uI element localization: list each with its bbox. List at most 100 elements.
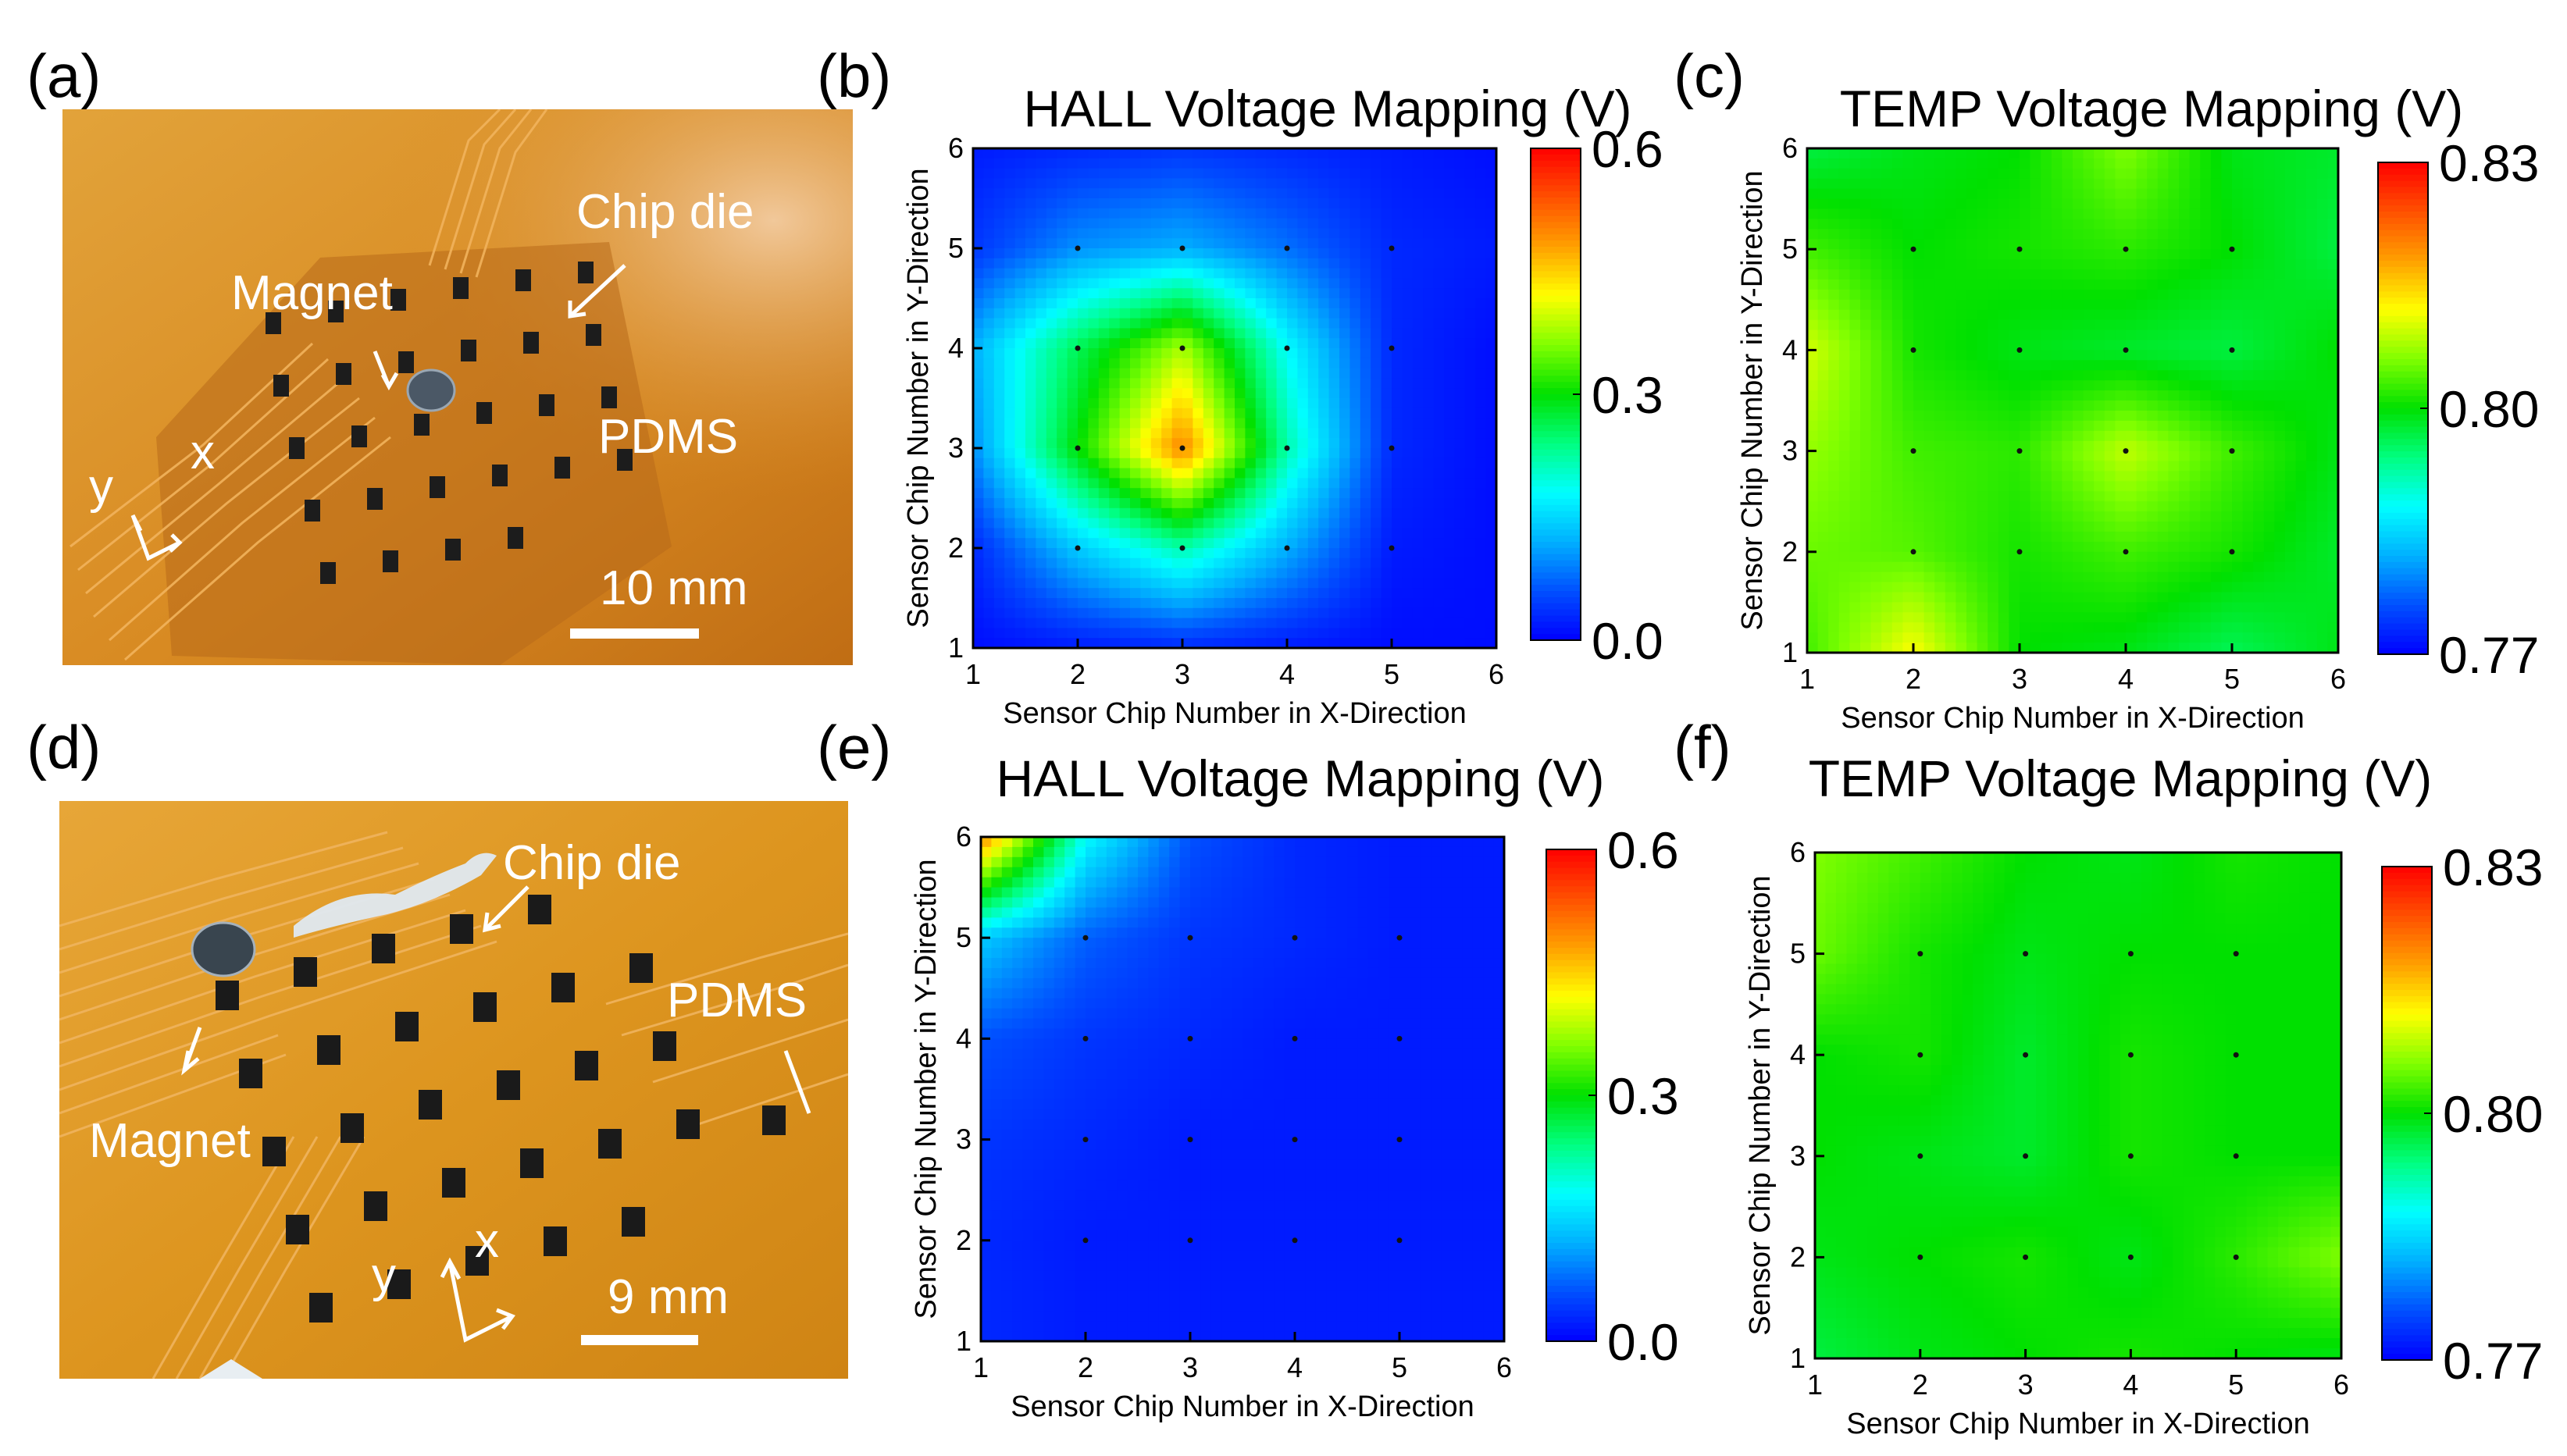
heatmap-cell xyxy=(1807,148,1819,159)
heatmap-cell xyxy=(1838,299,1850,311)
heatmap-cell xyxy=(2295,360,2307,371)
colorbar-segment xyxy=(1531,228,1581,235)
heatmap-cell xyxy=(1224,438,1235,449)
heatmap-cell xyxy=(1902,309,1914,321)
heatmap-cell xyxy=(1849,571,1861,583)
heatmap-cell xyxy=(2062,571,2073,583)
heatmap-cell xyxy=(1098,498,1110,509)
heatmap-cell xyxy=(2115,420,2127,432)
heatmap-cell xyxy=(1182,598,1193,609)
heatmap-cell xyxy=(1998,551,2009,563)
heatmap-cell xyxy=(1412,328,1424,339)
heatmap-cell xyxy=(1182,238,1193,249)
heatmap-cell xyxy=(2263,299,2275,311)
heatmap-cell xyxy=(1956,370,1967,381)
heatmap-cell xyxy=(2189,602,2201,613)
heatmap-cell xyxy=(1266,298,1278,309)
heatmap-cell xyxy=(1423,308,1435,319)
heatmap-cell xyxy=(1392,578,1403,589)
heatmap-cell xyxy=(2083,471,2095,482)
heatmap-cell xyxy=(1161,408,1173,419)
heatmap-cell xyxy=(1067,548,1078,559)
heatmap-cell xyxy=(1433,338,1445,349)
heatmap-cell xyxy=(1193,248,1204,259)
heatmap-cell xyxy=(1454,338,1466,349)
heatmap-cell xyxy=(2073,430,2084,442)
heatmap-cell xyxy=(1025,528,1036,539)
colorbar-segment xyxy=(1531,345,1581,352)
heatmap-cell xyxy=(1402,457,1414,469)
heatmap-cell xyxy=(2041,178,2052,190)
heatmap-cell xyxy=(2126,188,2137,200)
heatmap-cell xyxy=(2115,440,2127,452)
heatmap-cell xyxy=(973,208,984,219)
heatmap-cell xyxy=(1171,398,1183,409)
heatmap-cell xyxy=(2232,309,2244,321)
heatmap-cell xyxy=(2157,229,2169,240)
heatmap-cell xyxy=(2083,259,2095,270)
heatmap-cell xyxy=(2062,541,2073,553)
heatmap-cell xyxy=(1287,328,1298,339)
heatmap-cell xyxy=(1036,588,1047,599)
heatmap-cell xyxy=(2094,208,2105,220)
heatmap-cell xyxy=(1287,518,1298,529)
heatmap-cell xyxy=(1161,618,1173,628)
heatmap-cell xyxy=(2242,511,2254,522)
heatmap-cell xyxy=(1328,607,1340,619)
heatmap-cell xyxy=(1392,528,1403,539)
heatmap-cell xyxy=(1998,612,2009,623)
heatmap-cell xyxy=(1109,468,1121,479)
heatmap-cell xyxy=(1088,228,1100,239)
heatmap-cell xyxy=(1119,278,1131,289)
heatmap-cell xyxy=(1109,528,1121,539)
heatmap-cell xyxy=(1328,578,1340,589)
heatmap-cell xyxy=(2094,269,2105,280)
heatmap-cell xyxy=(2210,249,2222,260)
heatmap-cell xyxy=(1276,338,1288,349)
heatmap-cell xyxy=(1485,428,1497,439)
heatmap-cell xyxy=(1245,248,1257,259)
heatmap-cell xyxy=(1214,328,1225,339)
heatmap-cell xyxy=(1150,507,1162,519)
heatmap-cell xyxy=(1182,348,1193,359)
heatmap-cell xyxy=(2126,239,2137,250)
heatmap-cell xyxy=(1956,531,1967,543)
heatmap-cell xyxy=(1860,148,1872,159)
heatmap-cell xyxy=(2221,279,2233,290)
heatmap-cell xyxy=(1464,588,1476,599)
heatmap-cell xyxy=(1860,430,1872,442)
heatmap-cell xyxy=(2274,612,2286,623)
heatmap-cell xyxy=(1203,638,1214,649)
heatmap-cell xyxy=(1433,238,1445,249)
heatmap-cell xyxy=(1109,308,1121,319)
heatmap-cell xyxy=(1945,632,1956,643)
heatmap-cell xyxy=(2083,420,2095,432)
heatmap-cell xyxy=(2094,551,2105,563)
heatmap-cell xyxy=(1464,638,1476,649)
heatmap-cell xyxy=(2030,289,2041,301)
heatmap-cell xyxy=(1193,368,1204,379)
heatmap-cell xyxy=(1902,491,1914,502)
heatmap-cell xyxy=(1307,398,1319,409)
heatmap-cell xyxy=(1266,258,1278,269)
heatmap-cell xyxy=(1255,218,1267,229)
heatmap-cell xyxy=(1193,308,1204,319)
heatmap-cell xyxy=(1349,318,1361,329)
heatmap-cell xyxy=(993,428,1005,439)
heatmap-cell xyxy=(1182,398,1193,409)
heatmap-cell xyxy=(1046,557,1057,569)
heatmap-cell xyxy=(1339,358,1350,369)
heatmap-cell xyxy=(1392,148,1403,159)
heatmap-cell xyxy=(2136,350,2148,361)
heatmap-cell xyxy=(983,638,995,649)
heatmap-cell xyxy=(2051,522,2063,532)
heatmap-cell xyxy=(1161,238,1173,249)
heatmap-cell xyxy=(1402,288,1414,299)
heatmap-cell xyxy=(2009,643,2020,653)
heatmap-cell xyxy=(1360,198,1371,209)
heatmap-cell xyxy=(1328,328,1340,339)
heatmap-cell xyxy=(1423,378,1435,389)
heatmap-cell xyxy=(1014,448,1026,459)
heatmap-cell xyxy=(1036,178,1047,189)
heatmap-cell xyxy=(993,568,1005,578)
